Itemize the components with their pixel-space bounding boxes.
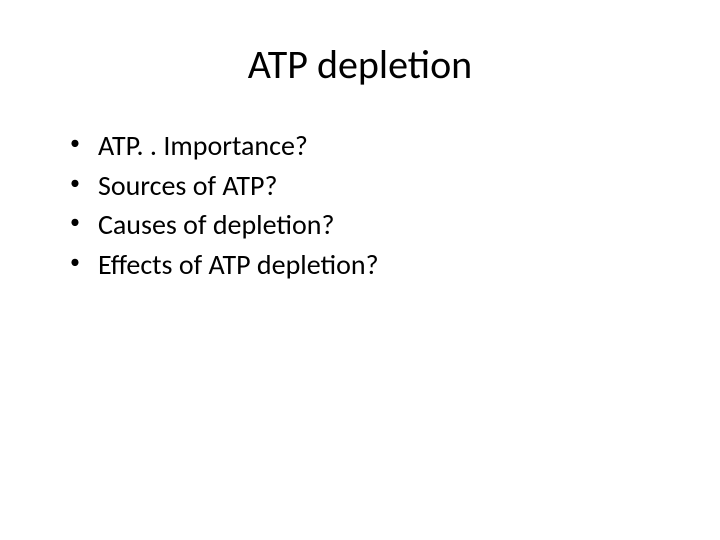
bullet-icon: • (70, 131, 80, 155)
bullet-text: ATP. . Importance? (98, 129, 308, 163)
list-item: • Sources of ATP? (70, 169, 670, 203)
slide-title: ATP depletion (50, 40, 670, 89)
list-item: • ATP. . Importance? (70, 129, 670, 163)
list-item: • Effects of ATP depletion? (70, 248, 670, 282)
bullet-icon: • (70, 250, 80, 274)
bullet-icon: • (70, 210, 80, 234)
bullet-text: Sources of ATP? (98, 169, 277, 203)
slide-container: ATP depletion • ATP. . Importance? • Sou… (0, 0, 720, 540)
bullet-list: • ATP. . Importance? • Sources of ATP? •… (50, 129, 670, 281)
list-item: • Causes of depletion? (70, 208, 670, 242)
bullet-text: Causes of depletion? (98, 208, 334, 242)
bullet-text: Effects of ATP depletion? (98, 248, 379, 282)
bullet-icon: • (70, 171, 80, 195)
